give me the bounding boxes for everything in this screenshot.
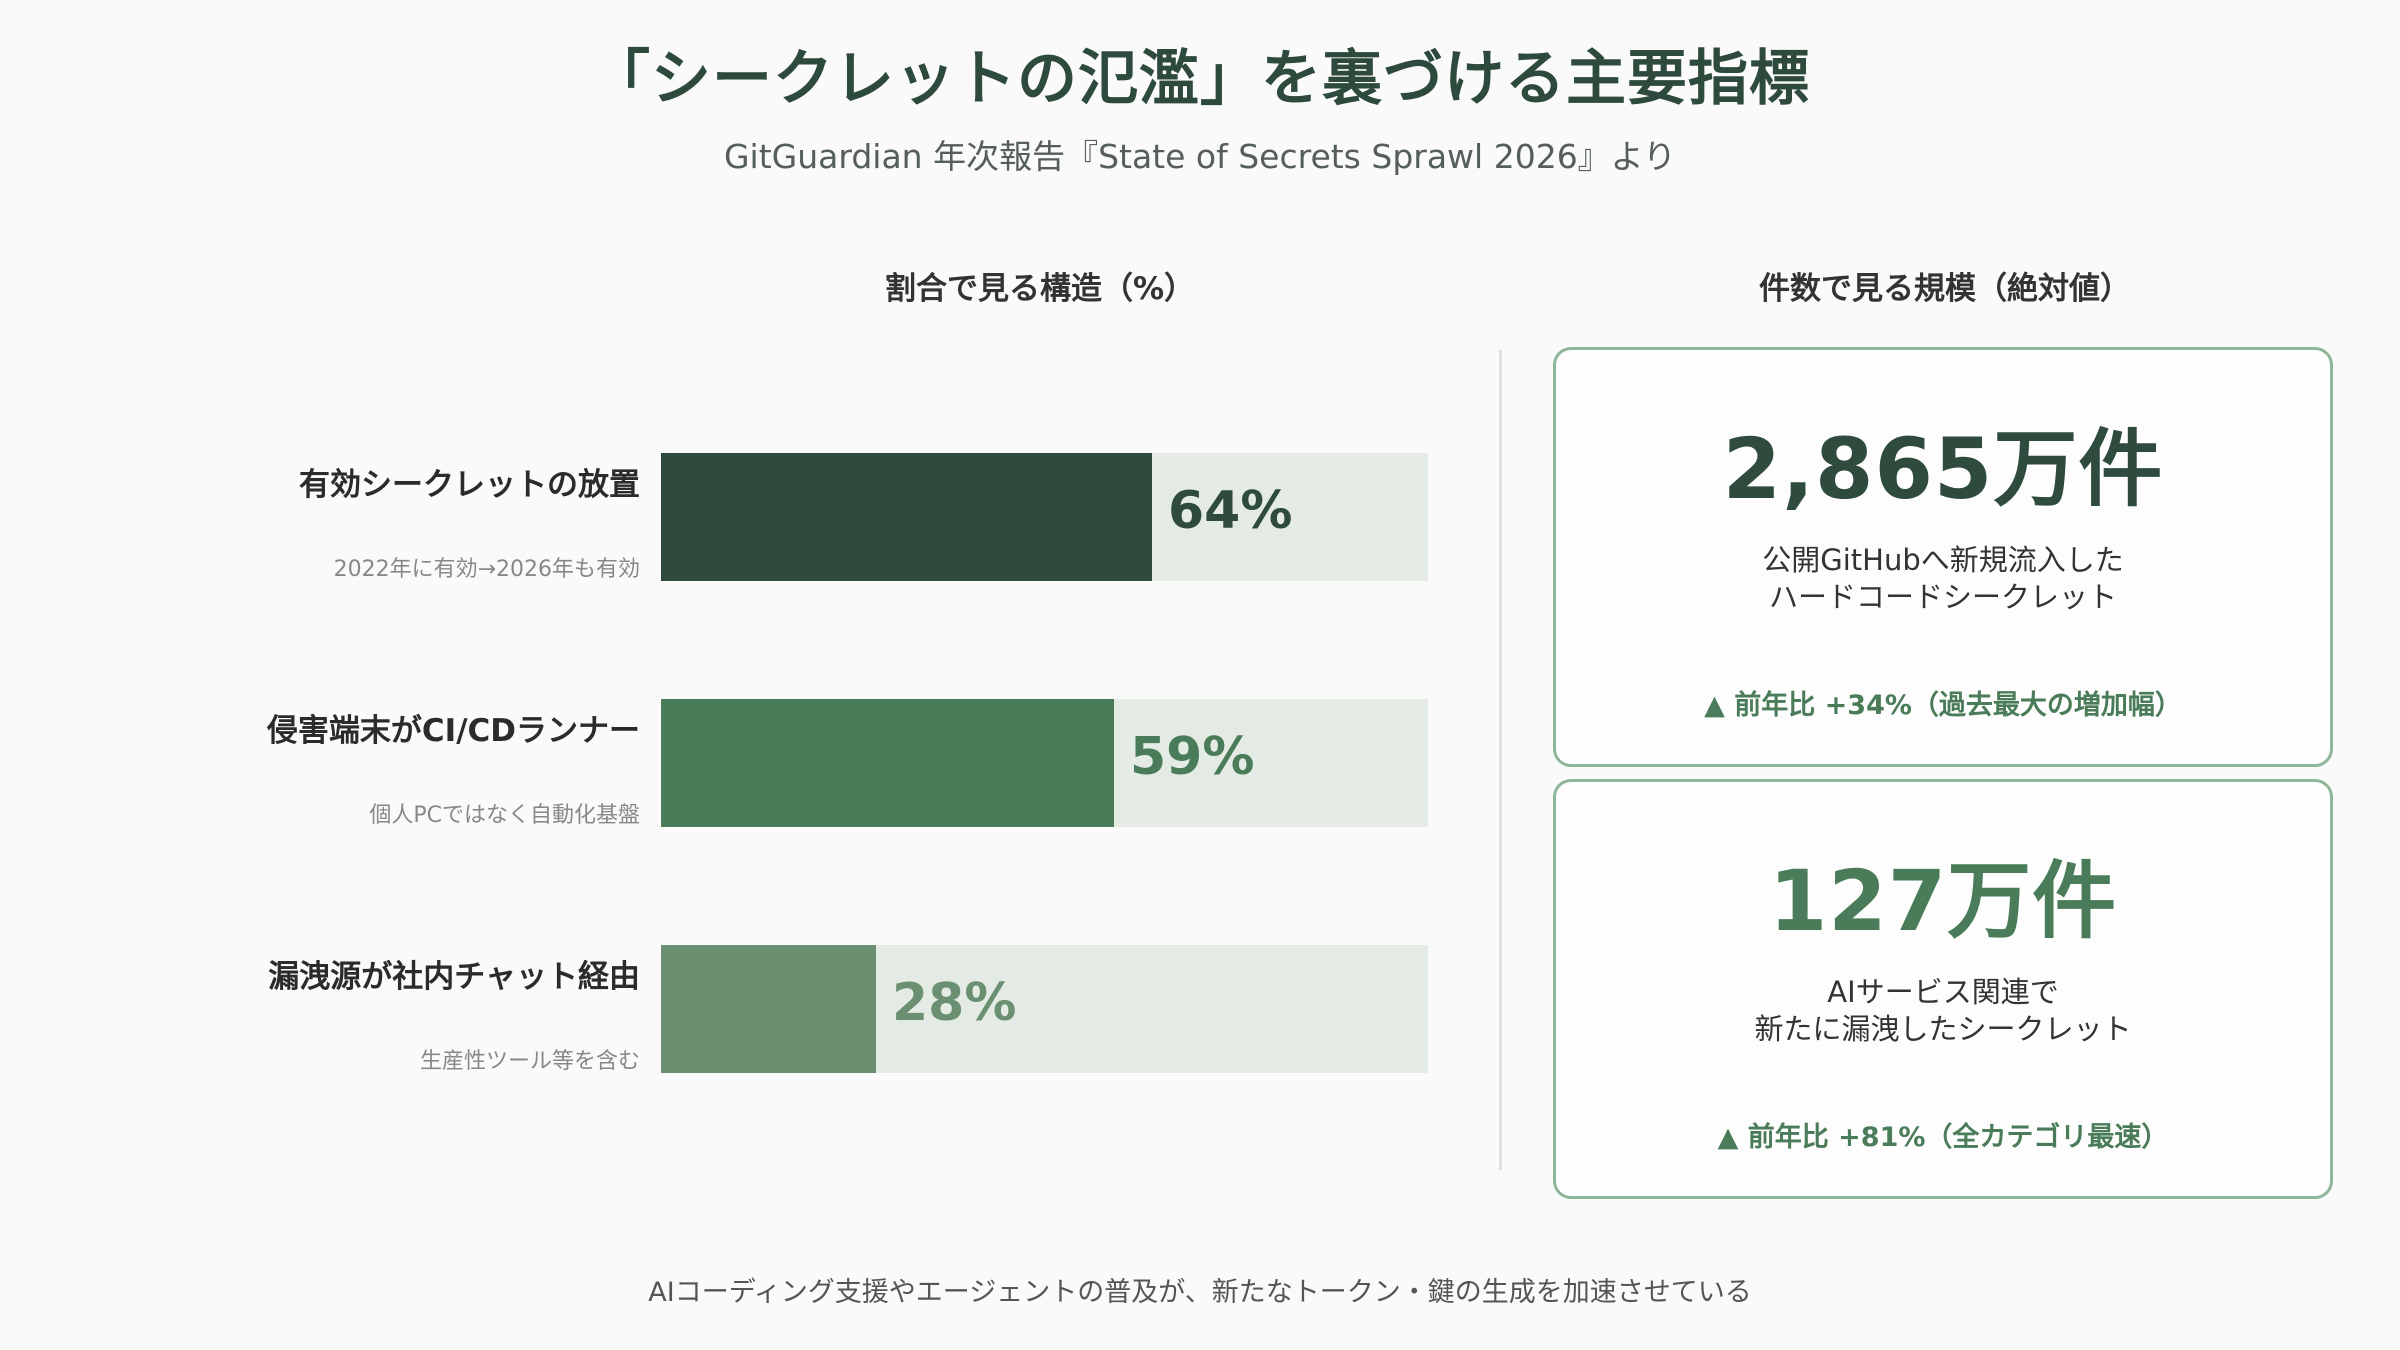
bar-value-label: 59%	[1130, 727, 1255, 787]
metric-description-line: 新たに漏洩したシークレット	[1754, 1012, 2132, 1046]
metric-card-github: 2,865万件 公開GitHubへ新規流入した ハードコードシークレット ▲ 前…	[1553, 347, 2333, 767]
footer-note: AIコーディング支援やエージェントの普及が、新たなトークン・鍵の生成を加速させて…	[648, 1277, 1752, 1308]
right-section-header: 件数で見る規模（絶対値）	[1759, 271, 2131, 307]
bar-track: 28%	[661, 945, 1428, 1073]
bar	[661, 453, 1152, 581]
metric-description-line: AIサービス関連で	[1827, 975, 2059, 1009]
metric-change: ▲ 前年比 +81%（全カテゴリ最速）	[1717, 1122, 2169, 1153]
left-section-header: 割合で見る構造（%）	[884, 271, 1196, 307]
section-divider	[1499, 350, 1502, 1170]
bar-category-sublabel: 2022年に有効→2026年も有効	[333, 557, 640, 582]
bar	[661, 945, 876, 1073]
bar-track: 64%	[661, 453, 1428, 581]
bar-category-label: 侵害端末がCI/CDランナー	[266, 713, 640, 749]
metric-change: ▲ 前年比 +34%（過去最大の増加幅）	[1704, 690, 2182, 721]
bar	[661, 699, 1114, 827]
page-subtitle: GitGuardian 年次報告『State of Secrets Sprawl…	[723, 137, 1677, 176]
bar-row: 有効シークレットの放置 2022年に有効→2026年も有効 64%	[0, 453, 1430, 582]
page-title: 「シークレットの氾濫」を裏づける主要指標	[590, 44, 1810, 114]
metric-description: 公開GitHubへ新規流入した ハードコードシークレット	[1556, 542, 2330, 616]
bar-category-label: 漏洩源が社内チャット経由	[268, 959, 640, 995]
bar-category-label: 有効シークレットの放置	[299, 467, 640, 503]
metric-description-line: ハードコードシークレット	[1768, 580, 2117, 614]
bar-row: 侵害端末がCI/CDランナー個人PCではなく自動化基盤 59%	[0, 699, 1430, 828]
bar-track: 59%	[661, 699, 1428, 827]
bar-value-label: 64%	[1168, 481, 1293, 541]
metric-description-line: 公開GitHubへ新規流入した	[1762, 543, 2124, 577]
bar-value-label: 28%	[892, 973, 1017, 1033]
bar-row: 漏洩源が社内チャット経由生産性ツール等を含む 28%	[0, 945, 1430, 1074]
bar-category-sublabel: 個人PCではなく自動化基盤	[369, 803, 640, 828]
bar-category-sublabel: 生産性ツール等を含む	[419, 1049, 640, 1074]
metric-value: 2,865万件	[1722, 420, 2164, 518]
metric-description: AIサービス関連で 新たに漏洩したシークレット	[1556, 974, 2330, 1048]
metric-value: 127万件	[1768, 852, 2118, 950]
metric-card-ai-services: 127万件 AIサービス関連で 新たに漏洩したシークレット ▲ 前年比 +81%…	[1553, 779, 2333, 1199]
